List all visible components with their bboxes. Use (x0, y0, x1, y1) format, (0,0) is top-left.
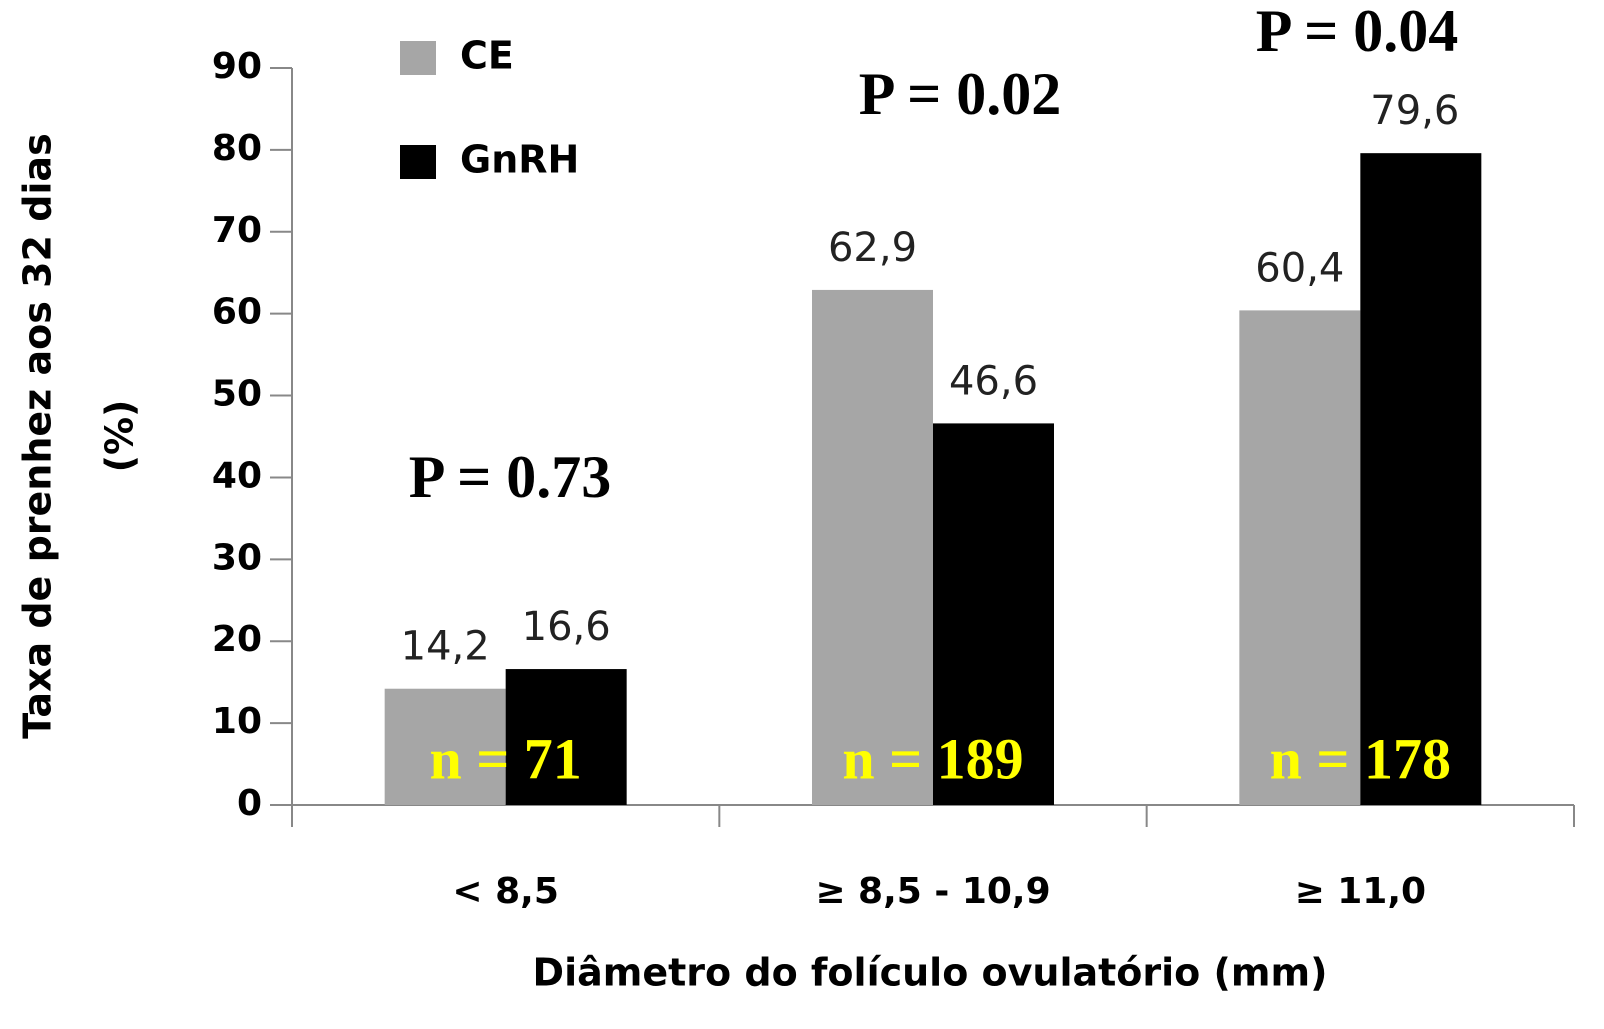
p-value: P = 0.02 (859, 61, 1062, 127)
y-tick-label: 40 (212, 455, 262, 496)
value-label: 60,4 (1255, 245, 1344, 291)
value-label: 62,9 (828, 225, 917, 271)
legend-swatch (400, 41, 436, 75)
y-tick-label: 30 (212, 537, 262, 578)
y-tick-label: 20 (212, 619, 262, 660)
x-tick-label: ≥ 8,5 - 10,9 (815, 871, 1050, 912)
y-tick-label: 90 (212, 46, 262, 87)
y-tick-label: 50 (212, 374, 262, 415)
legend-label: CE (460, 34, 514, 78)
p-value: P = 0.73 (409, 444, 612, 510)
n-label: n = 71 (430, 726, 582, 791)
n-label: n = 178 (1270, 726, 1451, 791)
y-axis-label: (%) (98, 400, 142, 473)
bar (1239, 310, 1361, 805)
legend-swatch (400, 145, 436, 179)
y-tick-label: 80 (212, 128, 262, 169)
value-label: 79,6 (1370, 88, 1459, 134)
y-tick-label: 0 (237, 783, 262, 824)
p-value: P = 0.04 (1256, 0, 1459, 64)
value-label: 16,6 (522, 604, 611, 650)
n-label: n = 189 (842, 726, 1023, 791)
bar (812, 289, 933, 805)
bar (384, 688, 506, 805)
y-tick-label: 60 (212, 292, 262, 333)
x-axis-label: Diâmetro do folículo ovulatório (mm) (533, 951, 1328, 995)
x-tick-label: ≥ 11,0 (1295, 871, 1427, 912)
value-label: 14,2 (401, 624, 490, 670)
legend-label: GnRH (460, 138, 579, 182)
bar (505, 669, 627, 805)
value-label: 46,6 (949, 358, 1038, 404)
x-tick-label: < 8,5 (452, 871, 558, 912)
bar (1360, 153, 1482, 806)
y-tick-label: 70 (212, 210, 262, 251)
y-tick-label: 10 (212, 701, 262, 742)
bar (933, 423, 1054, 805)
y-axis-label: Taxa de prenhez aos 32 dias (16, 133, 60, 738)
